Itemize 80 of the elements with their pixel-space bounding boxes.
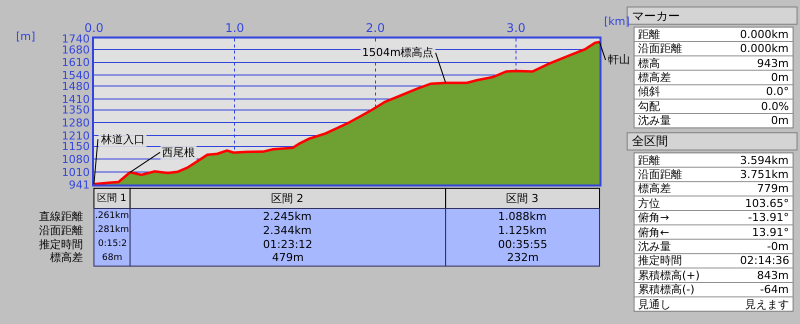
text: 2.344km (263, 224, 312, 237)
text: 02:14:36 (740, 254, 790, 267)
annotation: 西尾根 (162, 146, 195, 159)
y-tick-label: 1410 (62, 92, 90, 106)
y-tick-label: 1080 (62, 153, 90, 166)
category-label: 俯角← (638, 226, 670, 239)
y-axis-title: [m] (16, 30, 36, 43)
category-label: 距離 (638, 154, 660, 167)
text: -13.91° (748, 211, 789, 224)
annotation: 1504m標高点 (362, 46, 434, 59)
text: 0m (771, 71, 789, 84)
y-tick-label: 1610 (62, 56, 90, 70)
text: 479m (272, 251, 304, 264)
text: -0m (767, 240, 789, 253)
text: 1.088km (498, 210, 547, 223)
text: 全区間 (632, 134, 668, 148)
text: 00:35:55 (498, 238, 548, 251)
text: 13.91° (752, 226, 789, 239)
category-label: 見通し (638, 298, 671, 311)
text: 01:23:12 (263, 238, 312, 251)
category-label: 距離 (638, 28, 660, 41)
y-tick-label: 941 (68, 178, 90, 192)
category-label: 標高差 (638, 71, 671, 84)
x-tick-label: 3.0 (506, 20, 526, 35)
category-label: 推定時間 (39, 238, 83, 251)
category-label: 標高差 (638, 182, 671, 195)
text: 0.000km (740, 42, 789, 55)
text: 103.65° (745, 197, 789, 210)
y-tick-label: 1740 (62, 32, 90, 46)
text: 0.0° (766, 85, 789, 98)
x-tick-label: 2.0 (366, 20, 385, 35)
text: 見えます (745, 298, 789, 311)
y-tick-label: 1280 (62, 116, 90, 130)
category-label: 累積標高(-) (638, 283, 695, 296)
category-label: 区間 1 (97, 193, 127, 204)
text: 0m (771, 114, 789, 127)
text: 943m (757, 57, 789, 70)
y-tick-label: 1680 (62, 43, 90, 56)
category-label: 累積標高(+) (638, 269, 700, 282)
y-tick-label: 1540 (62, 69, 90, 82)
text: 2.245km (263, 210, 312, 223)
text: 232m (507, 251, 539, 264)
category-label: 俯角→ (638, 211, 670, 224)
category-label: 標高 (638, 57, 660, 70)
x-tick-label: 1.0 (225, 20, 244, 35)
x-axis-title: [km] (604, 15, 630, 28)
y-tick-label: 1350 (62, 104, 90, 117)
category-label: 標高差 (50, 251, 83, 264)
annotation: 林道入口 (100, 133, 145, 146)
text: マーカー (632, 9, 680, 23)
text: .281km (95, 225, 130, 235)
text: .261km (95, 211, 130, 221)
category-label: 推定時間 (638, 254, 682, 267)
category-label: 傾斜 (638, 85, 660, 98)
category-label: 区間 2 (271, 192, 304, 205)
text: 0.000km (740, 28, 789, 41)
y-tick-label: 1210 (62, 129, 90, 142)
category-label: 方位 (638, 197, 660, 210)
text: 1.125km (498, 224, 547, 237)
category-label: 勾配 (638, 100, 660, 113)
y-tick-label: 1150 (62, 140, 90, 154)
y-tick-label: 1010 (62, 166, 90, 179)
category-label: 沿面距離 (638, 168, 682, 181)
text: 0:15:2 (98, 239, 127, 249)
text: 779m (757, 182, 789, 195)
text: 3.594km (740, 154, 789, 167)
x-tick-label: 0.0 (84, 20, 104, 35)
text: 68m (102, 253, 122, 263)
y-tick-label: 1480 (62, 80, 90, 93)
category-label: 沈み量 (638, 114, 671, 127)
category-label: 沈み量 (638, 240, 671, 253)
text: -64m (760, 283, 789, 296)
category-label: 沿面距離 (638, 42, 682, 55)
category-label: 沿面距離 (39, 224, 83, 237)
text: 0.0% (761, 100, 789, 113)
category-label: 直線距離 (39, 210, 83, 223)
category-label: 区間 3 (506, 192, 538, 205)
text: 3.751km (740, 168, 789, 181)
annotation: 軒山 (608, 53, 630, 66)
text: 843m (757, 269, 789, 282)
